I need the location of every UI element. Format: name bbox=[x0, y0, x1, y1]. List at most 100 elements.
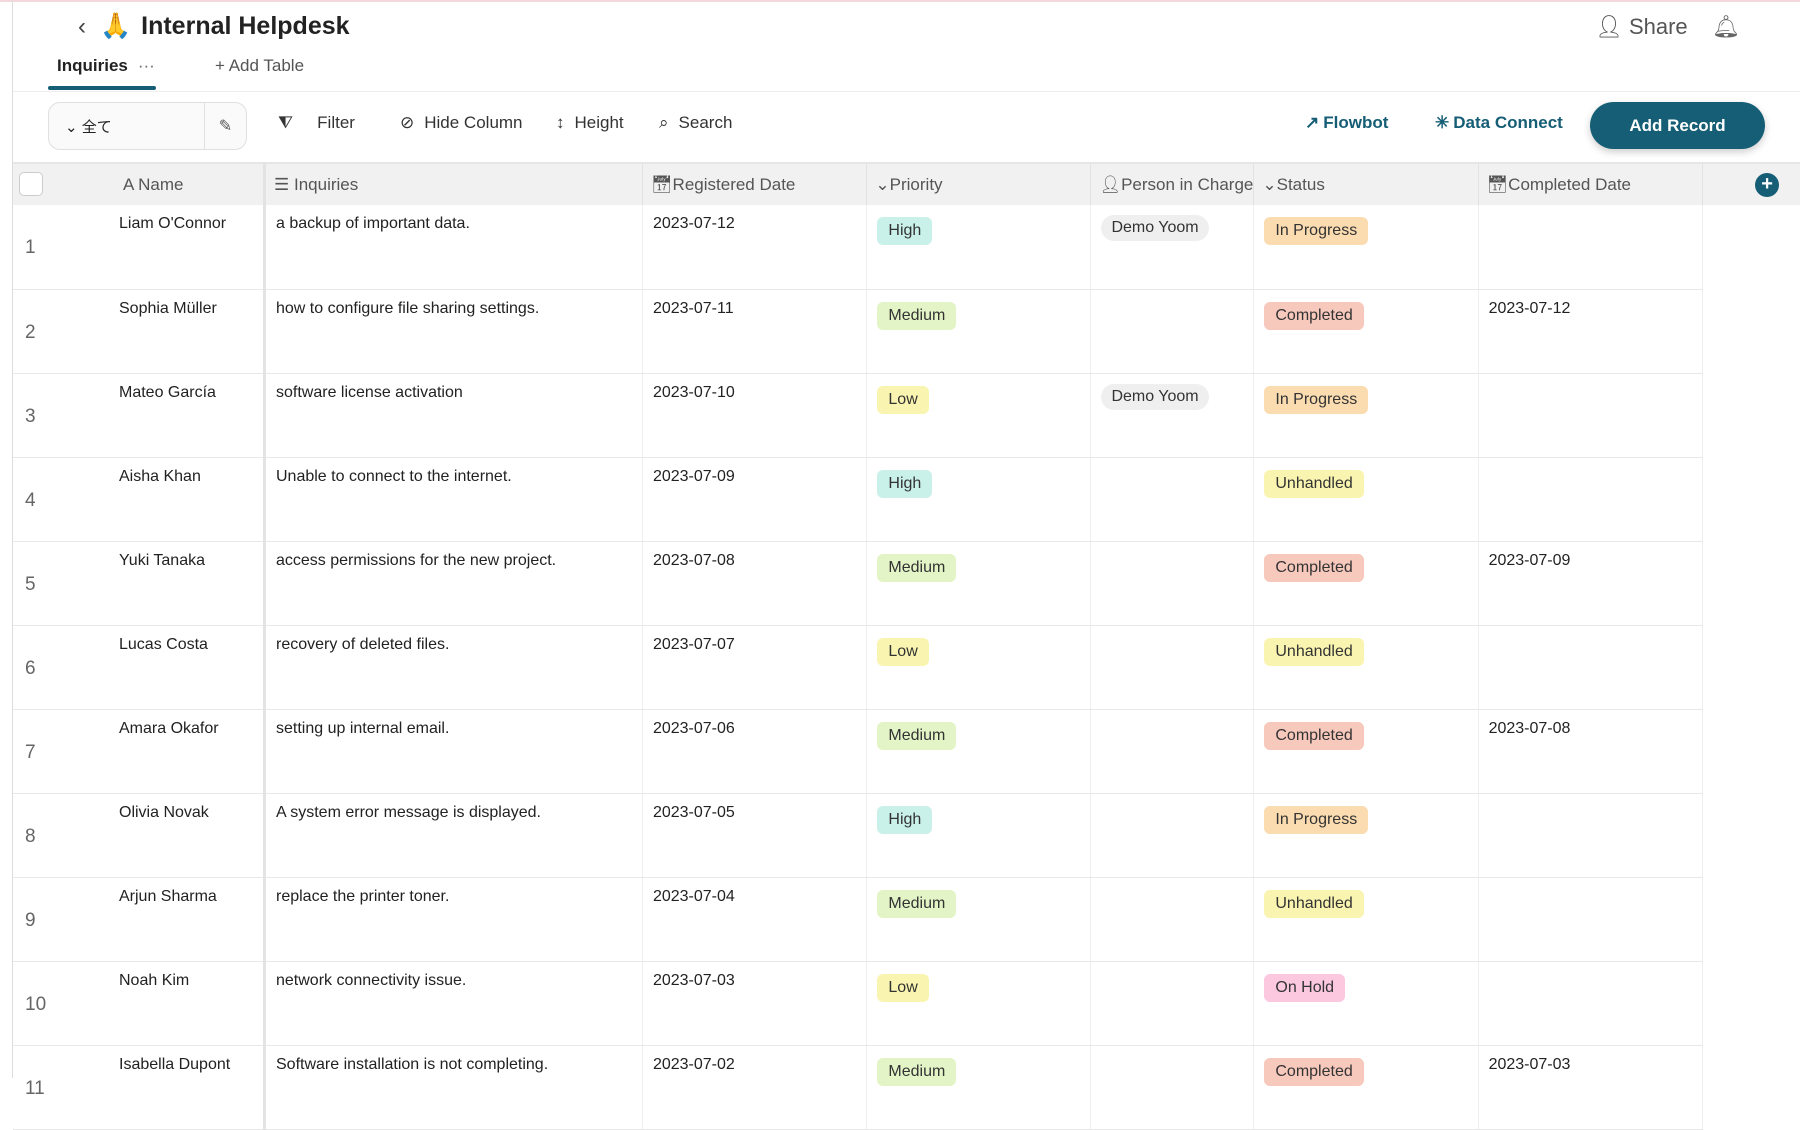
cell-priority[interactable]: Medium bbox=[866, 289, 1092, 374]
cell-inquiry[interactable]: setting up internal email. bbox=[264, 709, 643, 794]
cell-priority[interactable]: Medium bbox=[866, 1045, 1092, 1130]
cell-person[interactable]: Demo Yoom bbox=[1090, 373, 1255, 458]
cell-person[interactable] bbox=[1090, 457, 1255, 542]
cell-priority[interactable]: Low bbox=[866, 625, 1092, 710]
table-row[interactable]: 5 Yuki Tanaka access permissions for the n… bbox=[13, 541, 1800, 626]
bell-icon[interactable]: 🔔︎ bbox=[1712, 14, 1740, 39]
cell-registered-date[interactable]: 2023-07-06 bbox=[642, 709, 868, 794]
col-header-status[interactable]: ⌄Status bbox=[1253, 162, 1479, 205]
table-row[interactable]: 6 Lucas Costa recovery of deleted files. 20… bbox=[13, 625, 1800, 710]
height-button[interactable]: ↕ Height bbox=[556, 113, 624, 132]
col-header-priority[interactable]: ⌄Priority bbox=[866, 162, 1092, 205]
cell-priority[interactable]: Low bbox=[866, 961, 1092, 1046]
cell-priority[interactable]: High bbox=[866, 205, 1092, 290]
cell-name[interactable]: 7 Amara Okafor bbox=[13, 709, 266, 794]
cell-person[interactable] bbox=[1090, 541, 1255, 626]
cell-registered-date[interactable]: 2023-07-11 bbox=[642, 289, 868, 374]
cell-registered-date[interactable]: 2023-07-09 bbox=[642, 457, 868, 542]
cell-registered-date[interactable]: 2023-07-07 bbox=[642, 625, 868, 710]
cell-status[interactable]: Completed bbox=[1253, 709, 1479, 794]
cell-name[interactable]: 10 Noah Kim bbox=[13, 961, 266, 1046]
cell-inquiry[interactable]: Unable to connect to the internet. bbox=[264, 457, 643, 542]
cell-name[interactable]: 6 Lucas Costa bbox=[13, 625, 266, 710]
cell-priority[interactable]: Medium bbox=[866, 709, 1092, 794]
add-table-button[interactable]: + Add Table bbox=[215, 56, 305, 75]
cell-person[interactable] bbox=[1090, 709, 1255, 794]
col-header-name[interactable]: A Name bbox=[13, 162, 266, 205]
search-button[interactable]: ⌕ Search bbox=[659, 113, 733, 132]
select-all-checkbox[interactable] bbox=[19, 172, 43, 196]
cell-inquiry[interactable]: replace the printer toner. bbox=[264, 877, 643, 962]
cell-inquiry[interactable]: software license activation bbox=[264, 373, 643, 458]
cell-priority[interactable]: Medium bbox=[866, 877, 1092, 962]
cell-status[interactable]: Unhandled bbox=[1253, 457, 1479, 542]
tab-more-icon[interactable]: ··· bbox=[137, 56, 155, 75]
cell-person[interactable]: Demo Yoom bbox=[1090, 205, 1255, 290]
cell-status[interactable]: In Progress bbox=[1253, 793, 1479, 878]
cell-person[interactable] bbox=[1090, 625, 1255, 710]
cell-status[interactable]: Completed bbox=[1253, 289, 1479, 374]
hide-column-button[interactable]: ⊘ Hide Column bbox=[400, 113, 523, 132]
cell-name[interactable]: 2 Sophia Müller bbox=[13, 289, 266, 374]
back-chevron-icon[interactable]: ‹ bbox=[78, 12, 86, 40]
table-row[interactable]: 2 Sophia Müller how to configure file shar… bbox=[13, 289, 1800, 374]
table-row[interactable]: 1 Liam O'Connor a backup of important data… bbox=[13, 205, 1800, 290]
table-row[interactable]: 7 Amara Okafor setting up internal email. 2… bbox=[13, 709, 1800, 794]
tab-inquiries[interactable]: Inquiries ··· bbox=[57, 56, 155, 75]
cell-priority[interactable]: High bbox=[866, 457, 1092, 542]
data-connect-button[interactable]: ✳ Data Connect bbox=[1435, 113, 1563, 132]
cell-name[interactable]: 8 Olivia Novak bbox=[13, 793, 266, 878]
cell-status[interactable]: In Progress bbox=[1253, 205, 1479, 290]
table-row[interactable]: 8 Olivia Novak A system error message is d… bbox=[13, 793, 1800, 878]
edit-view-pencil-icon[interactable]: ✎ bbox=[204, 103, 246, 149]
cell-inquiry[interactable]: Software installation is not completing. bbox=[264, 1045, 643, 1130]
cell-registered-date[interactable]: 2023-07-12 bbox=[642, 205, 868, 290]
cell-registered-date[interactable]: 2023-07-03 bbox=[642, 961, 868, 1046]
cell-completed-date[interactable] bbox=[1478, 961, 1704, 1046]
cell-status[interactable]: Completed bbox=[1253, 541, 1479, 626]
cell-person[interactable] bbox=[1090, 1045, 1255, 1130]
cell-completed-date[interactable] bbox=[1478, 205, 1704, 290]
view-selector[interactable]: ⌄ 全て ✎ bbox=[48, 102, 247, 150]
cell-status[interactable]: Unhandled bbox=[1253, 625, 1479, 710]
cell-status[interactable]: In Progress bbox=[1253, 373, 1479, 458]
col-header-registered-date[interactable]: 📅︎Registered Date bbox=[642, 162, 868, 205]
cell-registered-date[interactable]: 2023-07-10 bbox=[642, 373, 868, 458]
cell-completed-date[interactable]: 2023-07-09 bbox=[1478, 541, 1704, 626]
cell-completed-date[interactable] bbox=[1478, 625, 1704, 710]
cell-completed-date[interactable] bbox=[1478, 793, 1704, 878]
cell-name[interactable]: 5 Yuki Tanaka bbox=[13, 541, 266, 626]
add-record-button[interactable]: Add Record bbox=[1590, 102, 1765, 149]
cell-priority[interactable]: High bbox=[866, 793, 1092, 878]
col-header-inquiries[interactable]: ☰ Inquiries bbox=[264, 162, 643, 205]
cell-name[interactable]: 3 Mateo García bbox=[13, 373, 266, 458]
cell-completed-date[interactable] bbox=[1478, 877, 1704, 962]
cell-priority[interactable]: Low bbox=[866, 373, 1092, 458]
cell-person[interactable] bbox=[1090, 793, 1255, 878]
cell-completed-date[interactable] bbox=[1478, 457, 1704, 542]
cell-registered-date[interactable]: 2023-07-04 bbox=[642, 877, 868, 962]
cell-inquiry[interactable]: network connectivity issue. bbox=[264, 961, 643, 1046]
cell-person[interactable] bbox=[1090, 961, 1255, 1046]
table-row[interactable]: 3 Mateo García software license activation… bbox=[13, 373, 1800, 458]
cell-registered-date[interactable]: 2023-07-02 bbox=[642, 1045, 868, 1130]
cell-status[interactable]: Unhandled bbox=[1253, 877, 1479, 962]
cell-person[interactable] bbox=[1090, 877, 1255, 962]
cell-completed-date[interactable]: 2023-07-03 bbox=[1478, 1045, 1704, 1130]
view-dropdown[interactable]: ⌄ 全て bbox=[65, 118, 112, 136]
col-header-completed-date[interactable]: 📅︎Completed Date bbox=[1478, 162, 1704, 205]
cell-name[interactable]: 11 Isabella Dupont bbox=[13, 1045, 266, 1130]
cell-name[interactable]: 1 Liam O'Connor bbox=[13, 205, 266, 290]
flowbot-button[interactable]: ↗ Flowbot bbox=[1305, 113, 1389, 132]
add-column-plus-icon[interactable]: + bbox=[1755, 173, 1780, 197]
cell-person[interactable] bbox=[1090, 289, 1255, 374]
cell-completed-date[interactable] bbox=[1478, 373, 1704, 458]
cell-completed-date[interactable]: 2023-07-12 bbox=[1478, 289, 1704, 374]
table-row[interactable]: 10 Noah Kim network connectivity issue. 202… bbox=[13, 961, 1800, 1046]
table-row[interactable]: 4 Aisha Khan Unable to connect to the inte… bbox=[13, 457, 1800, 542]
cell-priority[interactable]: Medium bbox=[866, 541, 1092, 626]
cell-inquiry[interactable]: how to configure file sharing settings. bbox=[264, 289, 643, 374]
col-header-person[interactable]: 👤︎Person in Charge bbox=[1090, 162, 1255, 205]
table-row[interactable]: 9 Arjun Sharma replace the printer toner. 2… bbox=[13, 877, 1800, 962]
cell-status[interactable]: On Hold bbox=[1253, 961, 1479, 1046]
